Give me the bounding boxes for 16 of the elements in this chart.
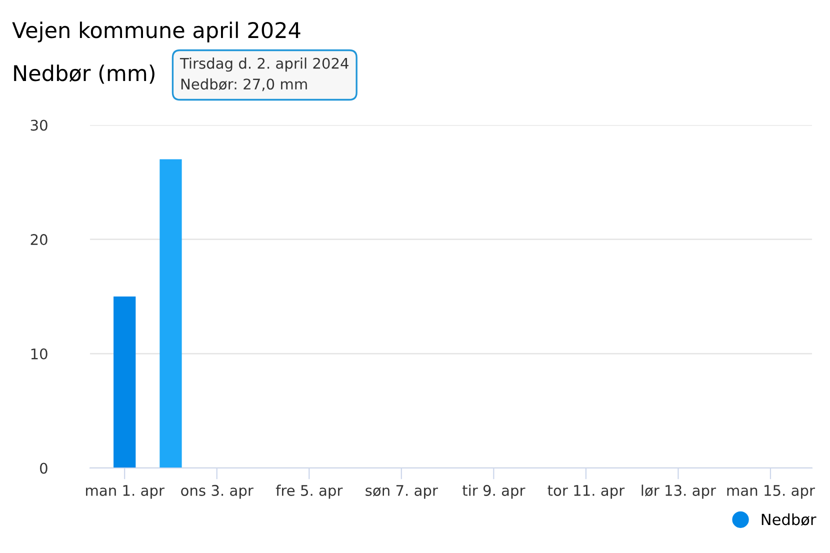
x-tick-label: man 1. apr xyxy=(86,485,164,499)
chart-title: Vejen kommune april 2024 xyxy=(12,22,300,42)
y-tick-label: 30 xyxy=(30,120,48,131)
x-tick-label: man 15. apr xyxy=(727,485,815,499)
y-tick-label: 20 xyxy=(30,234,48,246)
legend-label: Nedbør xyxy=(762,513,816,526)
x-tick-label: tir 9. apr xyxy=(462,484,526,499)
x-tick-label: fre 5. apr xyxy=(276,484,343,499)
x-tick-label: tor 11. apr xyxy=(548,485,625,499)
x-tick-label: søn 7. apr xyxy=(366,485,438,499)
x-tick-label: ons 3. apr xyxy=(181,484,254,499)
text: Tirsdag d. 2. april 2024 Nedbør: 27,0 mm xyxy=(180,58,348,92)
y-axis-title: Nedbør (mm) xyxy=(14,64,154,84)
x-tick-label: lør 13. apr xyxy=(642,484,716,499)
y-tick-label: 10 xyxy=(31,348,48,360)
y-tick-label: 0 xyxy=(40,462,48,474)
